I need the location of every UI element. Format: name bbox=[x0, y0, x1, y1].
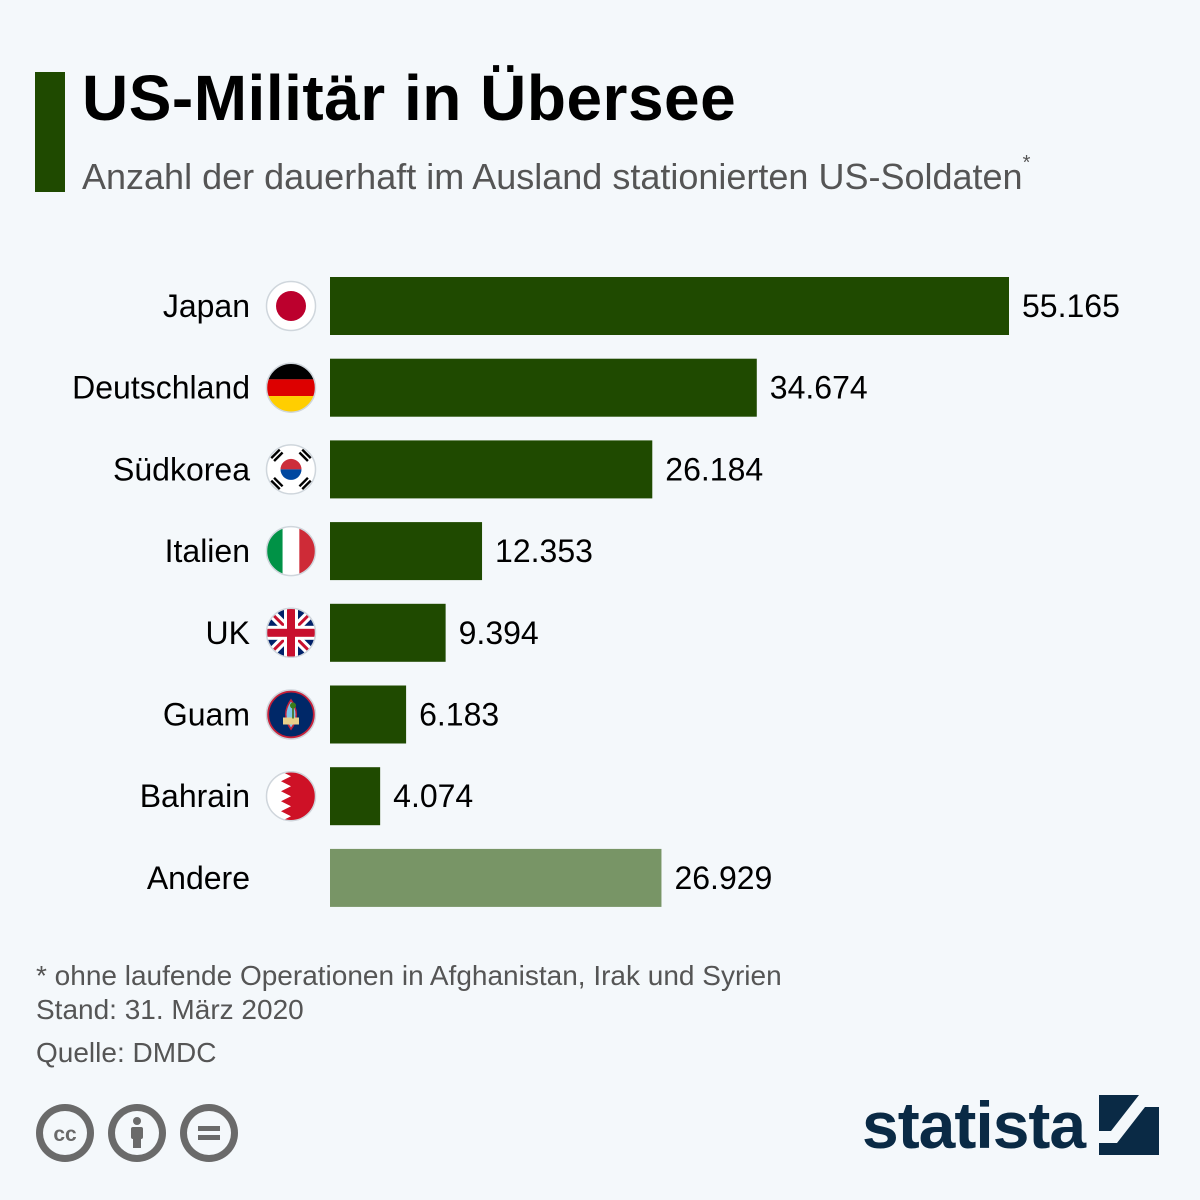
value-label-guam: 6.183 bbox=[419, 697, 499, 733]
license-icons: cc bbox=[36, 1104, 238, 1162]
value-label-japan: 55.165 bbox=[1022, 288, 1120, 324]
south-korea-flag bbox=[265, 444, 317, 495]
category-label-guam: Guam bbox=[163, 697, 250, 733]
bar-italien bbox=[330, 522, 483, 581]
footnote: * ohne laufende Operationen in Afghanist… bbox=[36, 960, 782, 991]
value-label-bahrain: 4.074 bbox=[393, 778, 473, 814]
svg-text:cc: cc bbox=[53, 1123, 77, 1146]
japan-flag bbox=[265, 280, 317, 332]
value-label-suedkorea: 26.184 bbox=[665, 451, 763, 487]
value-label-uk: 9.394 bbox=[459, 615, 539, 651]
chart-subtitle: Anzahl der dauerhaft im Ausland stationi… bbox=[82, 152, 1031, 198]
category-label-bahrain: Bahrain bbox=[140, 778, 250, 814]
title-accent-bar bbox=[35, 72, 65, 192]
value-label-deutschland: 34.674 bbox=[770, 370, 868, 406]
bahrain-flag bbox=[265, 770, 317, 822]
date-note: Stand: 31. März 2020 bbox=[36, 994, 304, 1025]
bar-japan bbox=[330, 277, 1009, 335]
category-label-andere: Andere bbox=[147, 860, 250, 896]
category-label-japan: Japan bbox=[163, 288, 250, 324]
germany-flag bbox=[265, 362, 317, 413]
category-label-italien: Italien bbox=[165, 533, 250, 569]
attribution-icon[interactable] bbox=[108, 1104, 166, 1162]
statista-logo[interactable]: statista bbox=[862, 1088, 1160, 1162]
chart-title: US-Militär in Übersee bbox=[82, 62, 737, 134]
guam-flag bbox=[265, 689, 317, 740]
bar-deutschland bbox=[330, 358, 757, 417]
no-derivatives-icon[interactable] bbox=[180, 1104, 238, 1162]
bar-bahrain bbox=[330, 767, 381, 826]
statista-logo-text: statista bbox=[862, 1088, 1086, 1162]
bar-andere bbox=[330, 848, 662, 907]
category-label-uk: UK bbox=[206, 615, 250, 651]
bar-uk bbox=[330, 603, 446, 662]
cc-icon[interactable]: cc bbox=[36, 1104, 94, 1162]
uk-flag bbox=[265, 607, 317, 659]
bar-guam bbox=[330, 685, 407, 744]
subtitle-footnote-mark: * bbox=[1022, 152, 1031, 174]
italy-flag bbox=[265, 525, 317, 577]
source-note: Quelle: DMDC bbox=[36, 1037, 217, 1068]
value-label-italien: 12.353 bbox=[495, 533, 593, 569]
chart-subtitle-text: Anzahl der dauerhaft im Ausland stationi… bbox=[82, 156, 1023, 197]
category-label-suedkorea: Südkorea bbox=[113, 451, 250, 487]
statista-logo-icon bbox=[1099, 1095, 1160, 1155]
value-label-andere: 26.929 bbox=[674, 860, 772, 896]
category-label-deutschland: Deutschland bbox=[72, 370, 250, 406]
bar-suedkorea bbox=[330, 440, 653, 499]
